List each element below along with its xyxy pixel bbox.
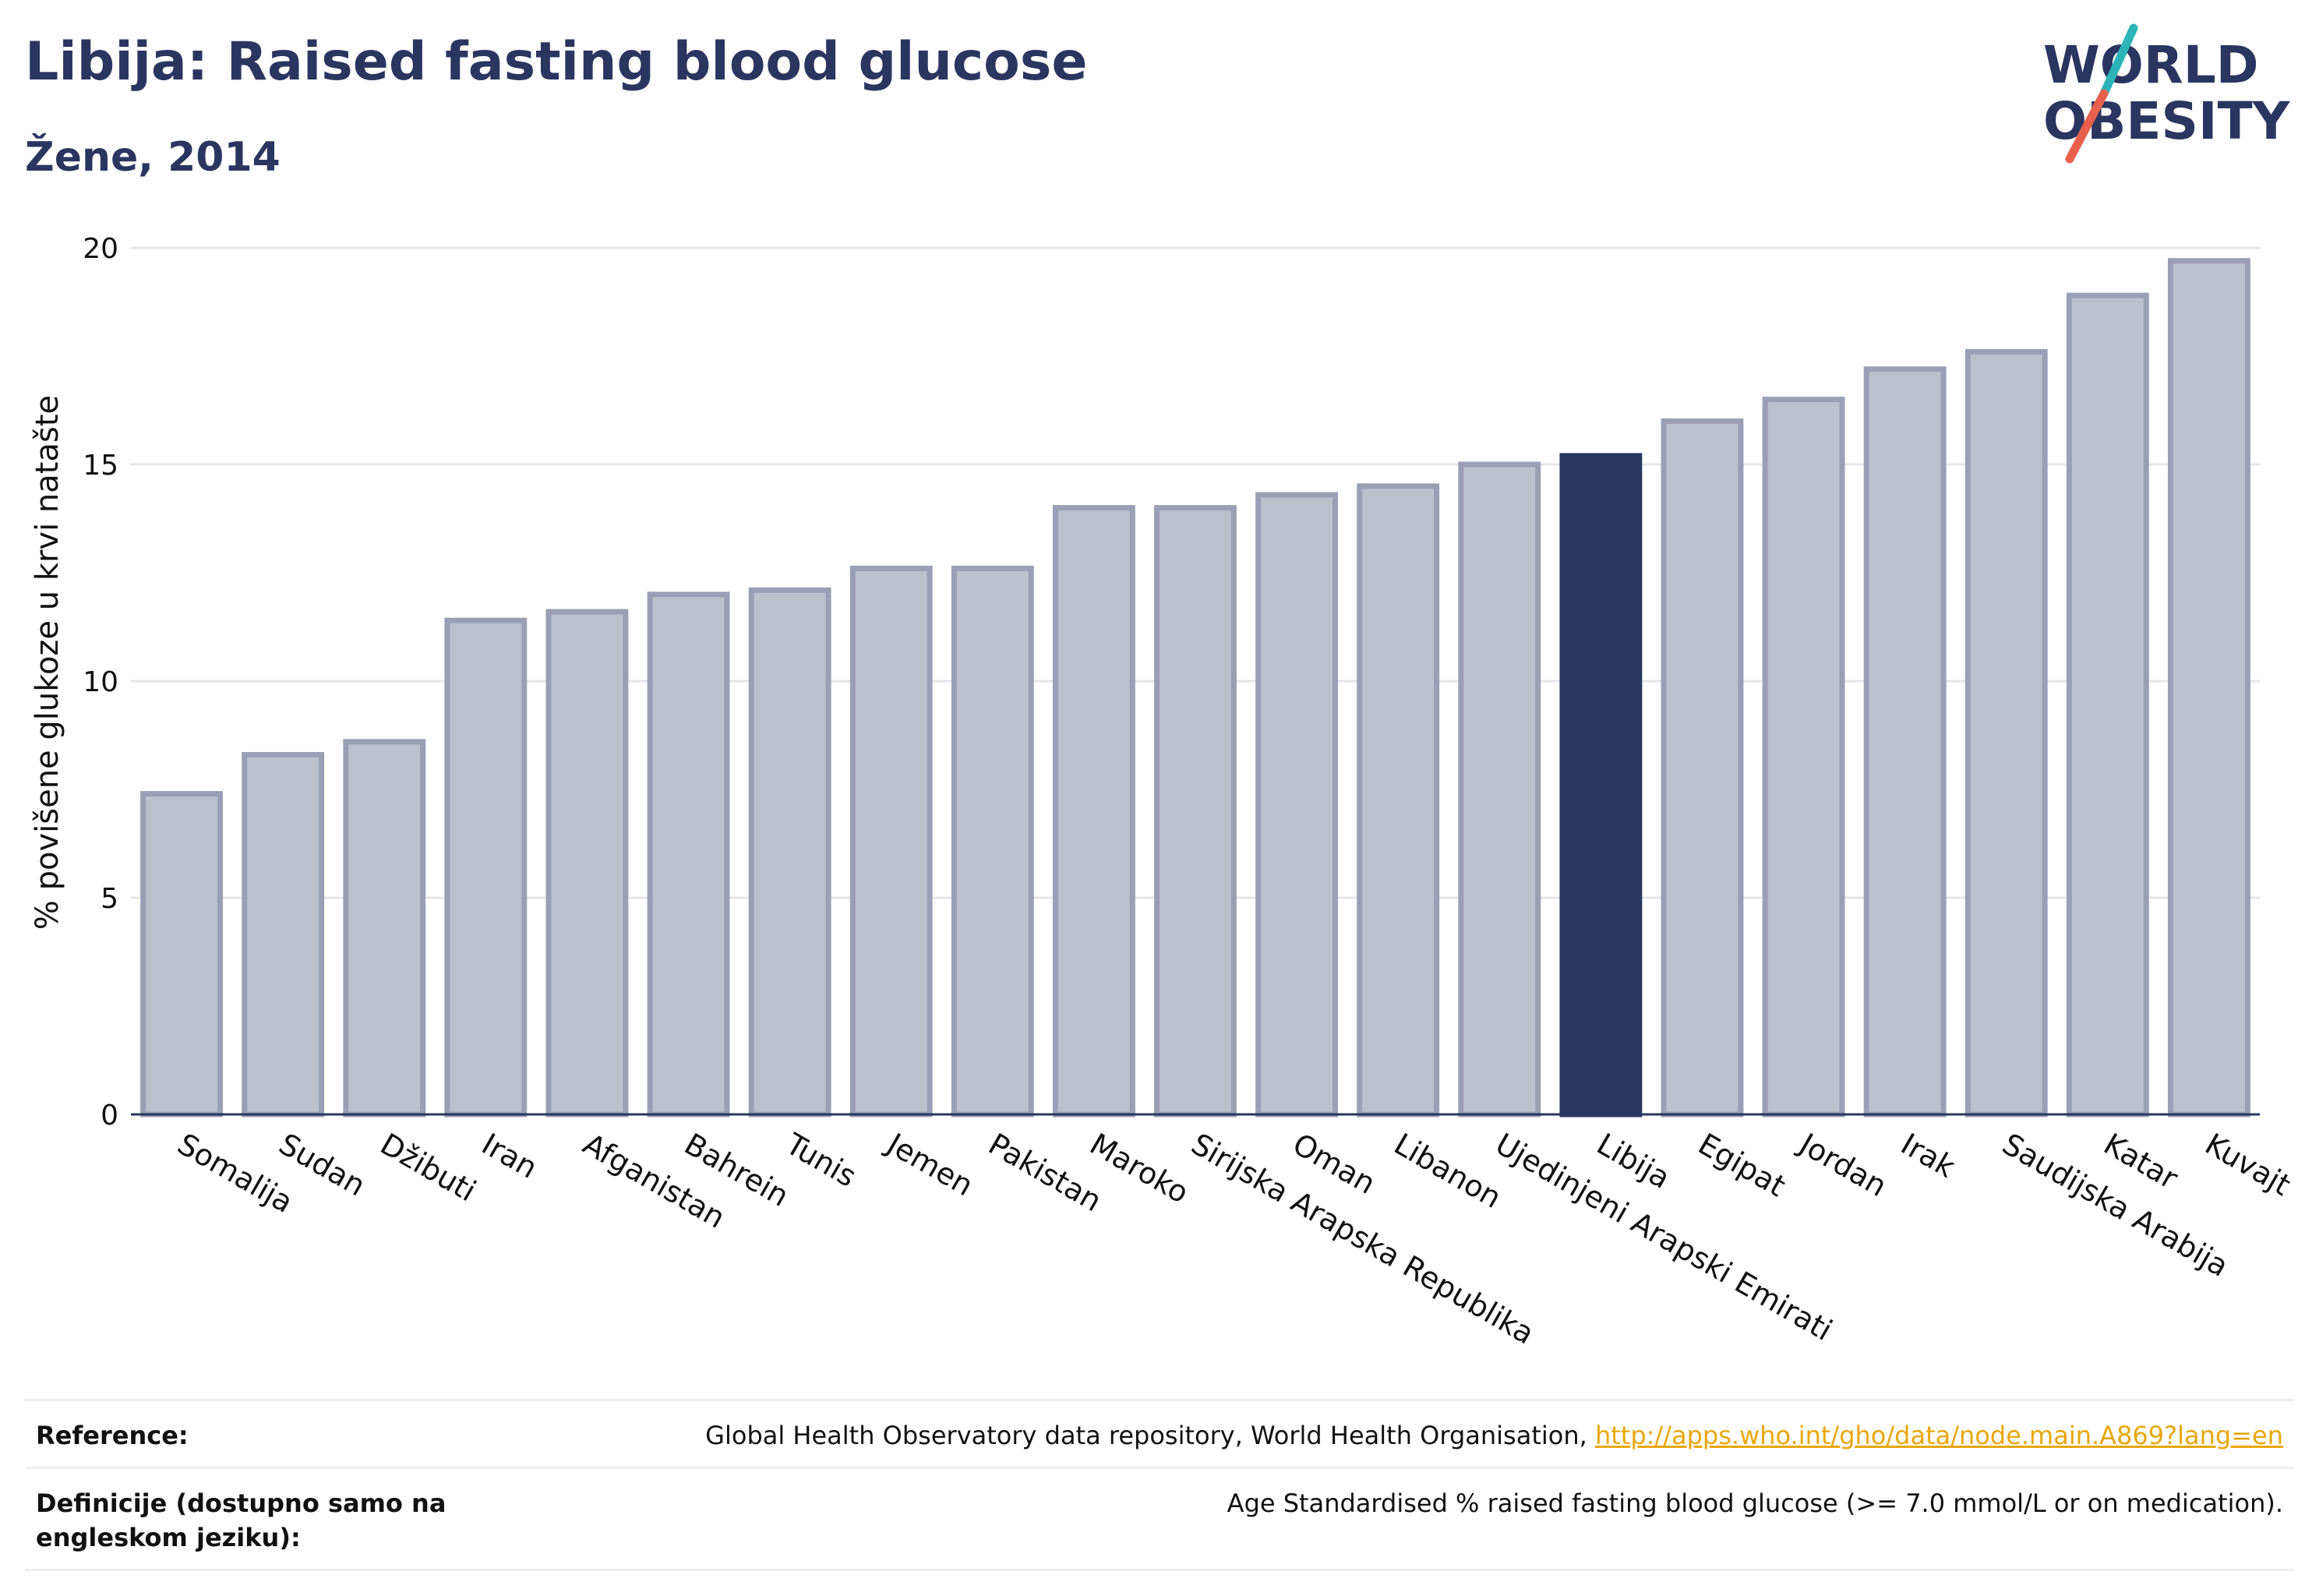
y-tick-label: 10 — [83, 666, 118, 698]
bar — [748, 587, 831, 1118]
bar — [2168, 258, 2250, 1118]
bar — [1052, 505, 1135, 1118]
bar — [849, 565, 933, 1118]
x-tick-label: Pakistan — [983, 1127, 1107, 1219]
y-tick-label: 0 — [101, 1100, 118, 1132]
chart-title: Libija: Raised fasting blood glucose — [25, 31, 1088, 93]
bar — [1154, 505, 1237, 1118]
chart-subtitle: Žene, 2014 — [25, 134, 281, 181]
reference-row: Reference: Global Health Observatory dat… — [25, 1399, 2294, 1467]
bar — [1863, 366, 1947, 1118]
reference-link[interactable]: http://apps.who.int/gho/data/node.main.A… — [1594, 1421, 2283, 1450]
definition-row: Definicije (dostupno samo na engleskom j… — [25, 1467, 2294, 1571]
x-tick-label: Džibuti — [375, 1127, 482, 1209]
reference-text: Global Health Observatory data repositor… — [705, 1421, 1595, 1450]
bar — [545, 609, 629, 1118]
x-tick-label: Jordan — [1792, 1126, 1892, 1204]
reference-value: Global Health Observatory data repositor… — [705, 1418, 2283, 1453]
bar — [647, 591, 730, 1118]
bar — [140, 791, 223, 1118]
bar — [951, 565, 1034, 1118]
x-tick-label: Jemen — [880, 1126, 979, 1203]
bar — [1762, 397, 1845, 1118]
y-axis-title: % povišene glukoze u krvi natašte — [30, 395, 65, 930]
x-tick-label: Kuvajt — [2199, 1127, 2296, 1202]
x-tick-label: Egipat — [1693, 1127, 1791, 1204]
y-tick-label: 20 — [83, 233, 118, 265]
chart-footer: Reference: Global Health Observatory dat… — [25, 1399, 2294, 1571]
x-tick-label: Irak — [1895, 1127, 1961, 1185]
y-tick-label: 15 — [83, 450, 118, 482]
x-tick-label: Libanon — [1389, 1127, 1507, 1215]
logo-slash-bottom — [2065, 89, 2109, 164]
bar — [444, 617, 528, 1118]
x-tick-label: Somalija — [172, 1127, 299, 1220]
logo-line2: OBESITY — [2043, 91, 2291, 151]
bar — [343, 739, 426, 1118]
bar — [1964, 348, 2048, 1118]
y-tick-labels: 0 5 10 15 20 — [83, 233, 118, 1132]
logo-slash-top — [2099, 23, 2138, 98]
definition-value: Age Standardised % raised fasting blood … — [1227, 1488, 2283, 1518]
bar-highlighted — [1559, 453, 1643, 1118]
bar — [1357, 483, 1440, 1118]
logo-line1: WORLD — [2043, 35, 2259, 95]
bar — [1255, 492, 1339, 1118]
x-tick-label: Iran — [476, 1127, 543, 1185]
bar — [242, 752, 325, 1118]
y-tick-label: 5 — [101, 883, 118, 915]
bars — [140, 258, 2250, 1118]
bar — [1661, 418, 1744, 1118]
world-obesity-logo: WORLD OBESITY — [2043, 23, 2291, 164]
bar — [1458, 461, 1541, 1118]
bar — [2066, 292, 2149, 1118]
definition-label: Definicije (dostupno samo na engleskom j… — [36, 1488, 447, 1552]
reference-label: Reference: — [36, 1421, 189, 1450]
